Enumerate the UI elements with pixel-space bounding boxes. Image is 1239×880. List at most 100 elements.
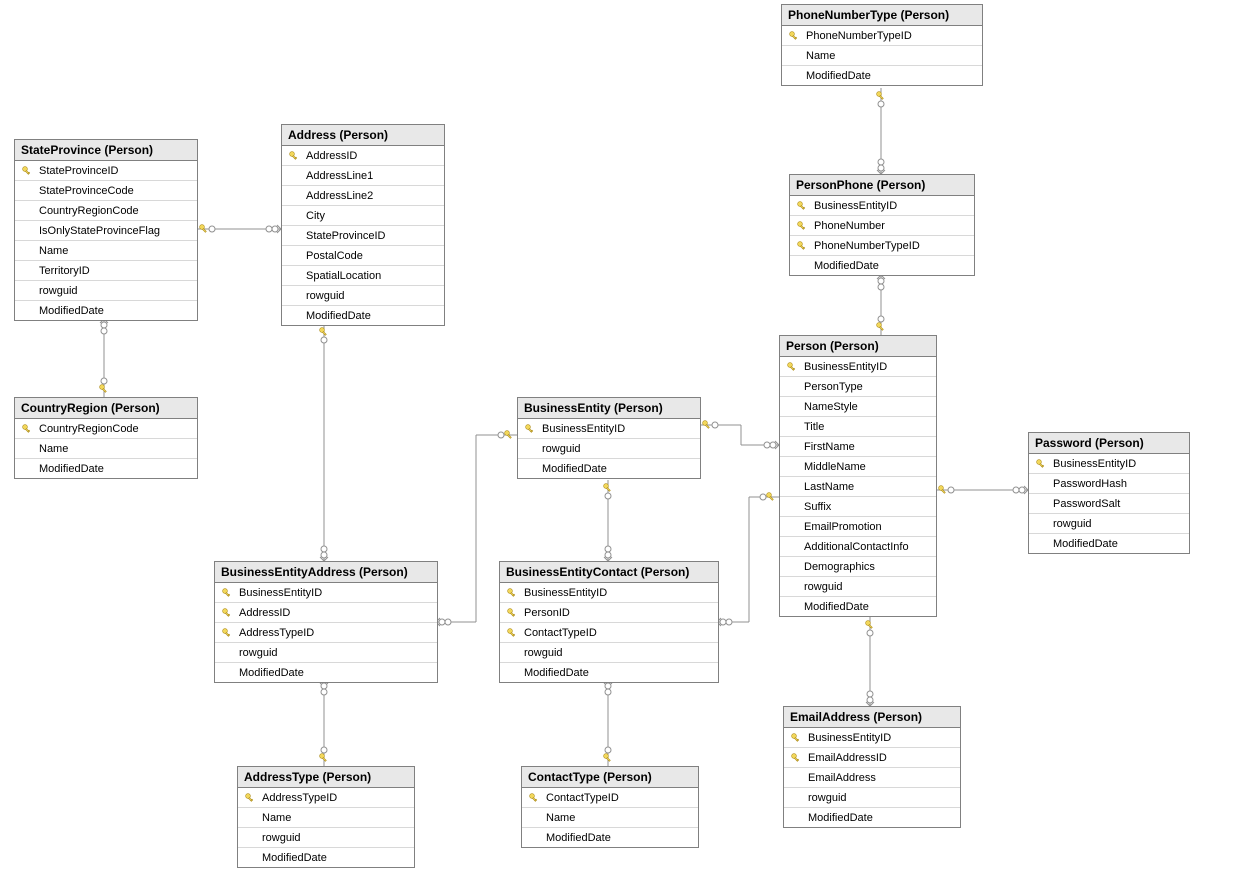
column-row[interactable]: PhoneNumber [790, 216, 974, 236]
column-row[interactable]: FirstName [780, 437, 936, 457]
column-row[interactable]: BusinessEntityID [1029, 454, 1189, 474]
column-row[interactable]: rowguid [518, 439, 700, 459]
column-row[interactable]: SpatialLocation [282, 266, 444, 286]
column-row[interactable]: ModifiedDate [15, 301, 197, 320]
column-row[interactable]: Name [238, 808, 414, 828]
column-row[interactable]: ContactTypeID [522, 788, 698, 808]
table-title[interactable]: Person (Person) [780, 336, 936, 357]
column-row[interactable]: City [282, 206, 444, 226]
column-name: ModifiedDate [546, 832, 611, 844]
table-person[interactable]: Person (Person) BusinessEntityIDPersonTy… [779, 335, 937, 617]
column-row[interactable]: CountryRegionCode [15, 419, 197, 439]
column-row[interactable]: PasswordHash [1029, 474, 1189, 494]
column-row[interactable]: BusinessEntityID [500, 583, 718, 603]
column-row[interactable]: ModifiedDate [1029, 534, 1189, 553]
table-title[interactable]: StateProvince (Person) [15, 140, 197, 161]
column-row[interactable]: rowguid [215, 643, 437, 663]
table-countryregion[interactable]: CountryRegion (Person) CountryRegionCode… [14, 397, 198, 479]
column-row[interactable]: PhoneNumberTypeID [782, 26, 982, 46]
column-row[interactable]: MiddleName [780, 457, 936, 477]
column-row[interactable]: PhoneNumberTypeID [790, 236, 974, 256]
table-businessentityaddress[interactable]: BusinessEntityAddress (Person) BusinessE… [214, 561, 438, 683]
column-row[interactable]: AddressLine2 [282, 186, 444, 206]
table-title[interactable]: CountryRegion (Person) [15, 398, 197, 419]
column-row[interactable]: ModifiedDate [782, 66, 982, 85]
column-row[interactable]: ModifiedDate [238, 848, 414, 867]
column-row[interactable]: IsOnlyStateProvinceFlag [15, 221, 197, 241]
column-row[interactable]: PasswordSalt [1029, 494, 1189, 514]
pk-indicator-empty [784, 599, 800, 615]
column-row[interactable]: BusinessEntityID [780, 357, 936, 377]
column-name: ModifiedDate [39, 463, 104, 475]
column-row[interactable]: AdditionalContactInfo [780, 537, 936, 557]
column-row[interactable]: Name [15, 439, 197, 459]
column-row[interactable]: StateProvinceID [15, 161, 197, 181]
column-row[interactable]: ModifiedDate [500, 663, 718, 682]
table-stateprovince[interactable]: StateProvince (Person) StateProvinceIDSt… [14, 139, 198, 321]
column-row[interactable]: StateProvinceID [282, 226, 444, 246]
table-title[interactable]: ContactType (Person) [522, 767, 698, 788]
column-row[interactable]: ModifiedDate [518, 459, 700, 478]
table-title[interactable]: Address (Person) [282, 125, 444, 146]
table-title[interactable]: PersonPhone (Person) [790, 175, 974, 196]
column-row[interactable]: LastName [780, 477, 936, 497]
table-title[interactable]: BusinessEntityContact (Person) [500, 562, 718, 583]
table-emailaddress[interactable]: EmailAddress (Person) BusinessEntityID E… [783, 706, 961, 828]
table-businessentitycontact[interactable]: BusinessEntityContact (Person) BusinessE… [499, 561, 719, 683]
column-row[interactable]: EmailAddressID [784, 748, 960, 768]
column-row[interactable]: BusinessEntityID [518, 419, 700, 439]
table-title[interactable]: BusinessEntity (Person) [518, 398, 700, 419]
table-addresstype[interactable]: AddressType (Person) AddressTypeIDNamero… [237, 766, 415, 868]
column-row[interactable]: PersonID [500, 603, 718, 623]
column-row[interactable]: BusinessEntityID [790, 196, 974, 216]
table-personphone[interactable]: PersonPhone (Person) BusinessEntityID Ph… [789, 174, 975, 276]
column-row[interactable]: rowguid [15, 281, 197, 301]
column-row[interactable]: TerritoryID [15, 261, 197, 281]
column-row[interactable]: ModifiedDate [282, 306, 444, 325]
column-row[interactable]: AddressTypeID [215, 623, 437, 643]
column-row[interactable]: PostalCode [282, 246, 444, 266]
column-row[interactable]: StateProvinceCode [15, 181, 197, 201]
column-row[interactable]: rowguid [784, 788, 960, 808]
column-row[interactable]: Name [782, 46, 982, 66]
table-title[interactable]: BusinessEntityAddress (Person) [215, 562, 437, 583]
column-row[interactable]: ModifiedDate [215, 663, 437, 682]
column-row[interactable]: ModifiedDate [522, 828, 698, 847]
column-row[interactable]: BusinessEntityID [784, 728, 960, 748]
table-title[interactable]: AddressType (Person) [238, 767, 414, 788]
column-row[interactable]: EmailPromotion [780, 517, 936, 537]
pk-indicator-empty [19, 441, 35, 457]
column-row[interactable]: ModifiedDate [15, 459, 197, 478]
column-row[interactable]: EmailAddress [784, 768, 960, 788]
column-row[interactable]: AddressID [215, 603, 437, 623]
table-address[interactable]: Address (Person) AddressIDAddressLine1Ad… [281, 124, 445, 326]
column-row[interactable]: rowguid [780, 577, 936, 597]
column-row[interactable]: BusinessEntityID [215, 583, 437, 603]
column-row[interactable]: AddressID [282, 146, 444, 166]
column-row[interactable]: Title [780, 417, 936, 437]
column-row[interactable]: CountryRegionCode [15, 201, 197, 221]
table-title[interactable]: EmailAddress (Person) [784, 707, 960, 728]
column-row[interactable]: rowguid [282, 286, 444, 306]
column-row[interactable]: Demographics [780, 557, 936, 577]
table-contacttype[interactable]: ContactType (Person) ContactTypeIDName Mo… [521, 766, 699, 848]
column-row[interactable]: Name [15, 241, 197, 261]
column-row[interactable]: NameStyle [780, 397, 936, 417]
column-row[interactable]: ContactTypeID [500, 623, 718, 643]
column-row[interactable]: rowguid [238, 828, 414, 848]
column-row[interactable]: AddressTypeID [238, 788, 414, 808]
table-title[interactable]: PhoneNumberType (Person) [782, 5, 982, 26]
column-row[interactable]: rowguid [500, 643, 718, 663]
column-row[interactable]: AddressLine1 [282, 166, 444, 186]
column-row[interactable]: PersonType [780, 377, 936, 397]
column-row[interactable]: ModifiedDate [790, 256, 974, 275]
column-row[interactable]: ModifiedDate [780, 597, 936, 616]
table-phonenumbertype[interactable]: PhoneNumberType (Person) PhoneNumberType… [781, 4, 983, 86]
table-password[interactable]: Password (Person) BusinessEntityIDPasswo… [1028, 432, 1190, 554]
table-title[interactable]: Password (Person) [1029, 433, 1189, 454]
column-row[interactable]: rowguid [1029, 514, 1189, 534]
column-row[interactable]: Name [522, 808, 698, 828]
table-businessentity[interactable]: BusinessEntity (Person) BusinessEntityID… [517, 397, 701, 479]
column-row[interactable]: ModifiedDate [784, 808, 960, 827]
column-row[interactable]: Suffix [780, 497, 936, 517]
